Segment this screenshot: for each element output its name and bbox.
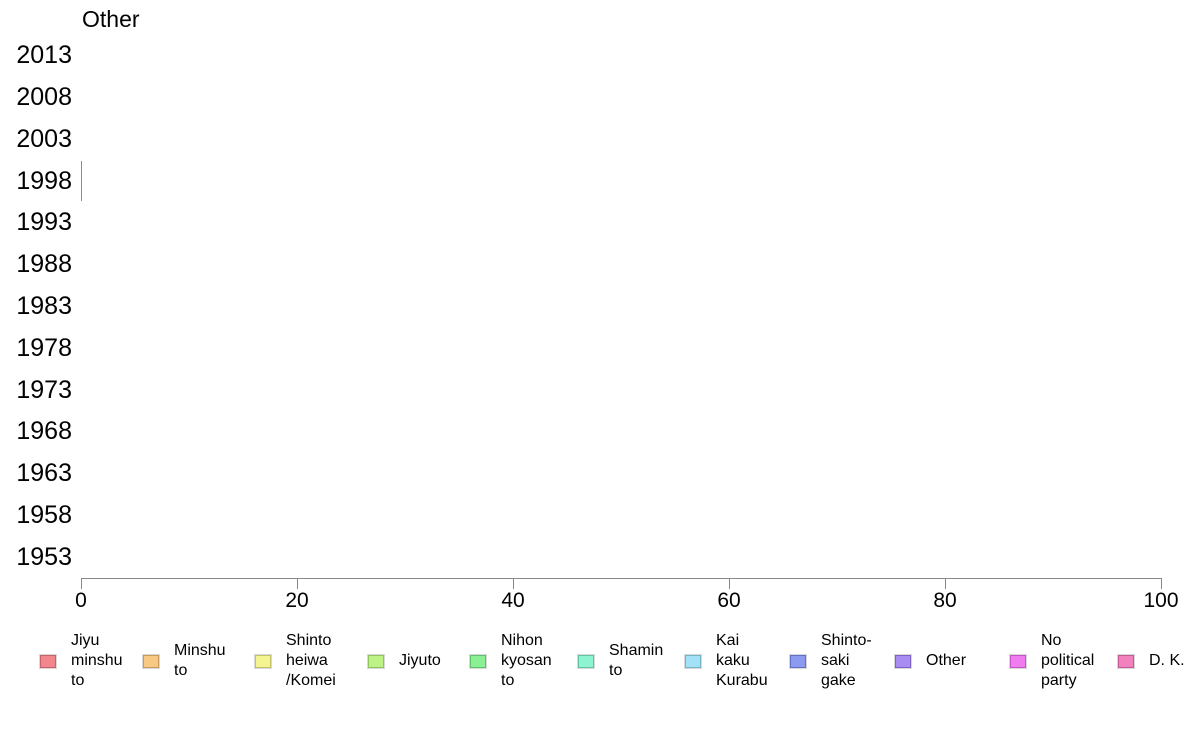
legend-item-minshu-to: Minshu to <box>143 631 226 691</box>
legend-label: No political party <box>1041 632 1095 689</box>
y-axis-label: 1983 <box>16 291 72 320</box>
legend-item-jiyuto: Jiyuto <box>368 631 441 691</box>
y-axis-label: 1958 <box>16 500 72 529</box>
x-axis-tick <box>1161 578 1162 589</box>
x-axis-tick <box>513 578 514 589</box>
y-axis-label: 1978 <box>16 333 72 362</box>
legend-label: Nihon kyosan to <box>501 632 552 689</box>
x-axis-line <box>81 578 1162 579</box>
y-axis-label: 1988 <box>16 250 72 279</box>
x-axis-tick-label: 20 <box>285 589 309 612</box>
legend-label: Other <box>926 652 967 669</box>
y-axis-label: 2003 <box>16 124 72 153</box>
legend-label: D. K. <box>1149 652 1185 669</box>
y-axis-label: 1993 <box>16 208 72 237</box>
legend-item-shinto-heiwa-komei: Shinto heiwa /Komei <box>255 631 336 691</box>
legend-label: Jiyu minshu to <box>71 632 123 689</box>
legend-swatch-icon <box>685 654 701 668</box>
chart-title: Other <box>82 6 140 32</box>
legend-label: Kai kaku Kurabu <box>716 632 768 689</box>
legend-swatch-icon <box>895 654 911 668</box>
legend-item-nihon-kyosan-to: Nihon kyosan to <box>470 631 552 691</box>
plot-area: 0 20 40 60 80 100 <box>75 35 1179 612</box>
x-axis-tick-label: 60 <box>717 589 741 612</box>
y-axis-label: 1973 <box>16 375 72 404</box>
y-axis-label: 1963 <box>16 459 72 488</box>
legend-item-dk: D. K. <box>1118 631 1185 691</box>
legend-label: Shinto heiwa /Komei <box>286 632 336 689</box>
legend-label: Shamin to <box>609 642 664 679</box>
y-axis-label: 1998 <box>16 166 72 195</box>
legend-item-shinto-sakigake: Shinto- saki gake <box>790 631 872 691</box>
legend-label: Minshu to <box>174 642 226 679</box>
legend-swatch-icon <box>143 654 159 668</box>
legend-item-jiyu-minshu-to: Jiyu minshu to <box>40 631 123 691</box>
y-axis: 2013 2008 2003 1998 1993 1988 1983 1978 … <box>0 35 72 578</box>
legend-swatch-icon <box>255 654 271 668</box>
legend-item-no-political-party: No political party <box>1010 631 1094 691</box>
x-axis-tick-label: 80 <box>933 589 957 612</box>
legend-item-other: Other <box>895 631 966 691</box>
legend-swatch-icon <box>1118 654 1134 668</box>
legend-swatch-icon <box>470 654 486 668</box>
legend-swatch-icon <box>40 654 56 668</box>
legend-item-kai-kaku-kurabu: Kai kaku Kurabu <box>685 631 768 691</box>
legend-swatch-icon <box>1010 654 1026 668</box>
x-axis-tick <box>729 578 730 589</box>
x-axis-tick-label: 0 <box>75 589 87 612</box>
y-axis-label: 1953 <box>16 542 72 571</box>
y-axis-label: 2008 <box>16 83 72 112</box>
legend-item-shamin-to: Shamin to <box>578 631 663 691</box>
y-axis-label: 2013 <box>16 41 72 70</box>
legend-swatch-icon <box>578 654 594 668</box>
x-axis-tick <box>297 578 298 589</box>
x-axis-tick <box>945 578 946 589</box>
legend-swatch-icon <box>368 654 384 668</box>
y-axis-label: 1968 <box>16 417 72 446</box>
bar-outline-1998 <box>81 161 82 201</box>
legend-label: Jiyuto <box>399 652 441 669</box>
legend-swatch-icon <box>790 654 806 668</box>
x-axis-tick-label: 40 <box>501 589 525 612</box>
legend-label: Shinto- saki gake <box>821 632 872 689</box>
x-axis-tick <box>81 578 82 589</box>
x-axis-tick-label: 100 <box>1143 589 1179 612</box>
legend: Jiyu minshu to Minshu to Shinto heiwa /K… <box>0 631 1188 693</box>
